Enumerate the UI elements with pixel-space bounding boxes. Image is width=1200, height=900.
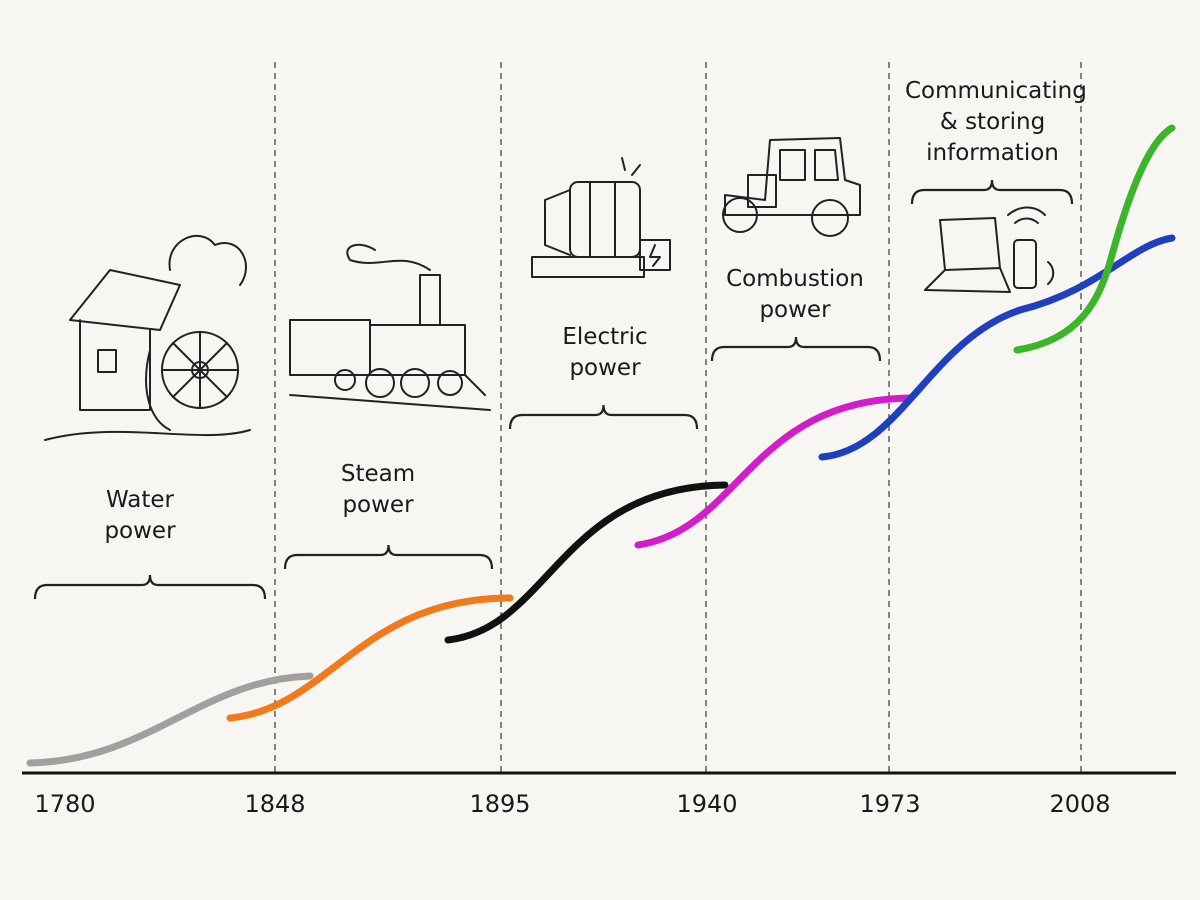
devices-icon — [924, 206, 1055, 293]
era-label: Steam power — [340, 461, 416, 518]
generator-icon — [531, 157, 671, 278]
car-icon — [722, 137, 861, 237]
year-label: 1940 — [676, 790, 738, 818]
year-label: 1848 — [244, 790, 306, 818]
era-label: Water power — [104, 487, 176, 544]
year-label: 2008 — [1049, 790, 1111, 818]
combustion-curve — [634, 394, 914, 549]
braces — [33, 179, 1074, 600]
storage-curve — [1013, 124, 1176, 354]
year-label: 1780 — [34, 790, 96, 818]
year-label: 1895 — [469, 790, 531, 818]
brace — [283, 544, 494, 570]
electric-curve — [444, 481, 729, 644]
era-label: Combustion power — [726, 266, 864, 323]
year-label: 1973 — [859, 790, 921, 818]
era-label: Electric power — [562, 324, 648, 381]
locomotive-icon — [289, 243, 491, 411]
brace — [910, 179, 1074, 205]
brace — [508, 404, 699, 430]
curves — [26, 124, 1176, 767]
brace — [33, 574, 267, 600]
era-label: Communicating & storing information — [905, 78, 1087, 166]
brace — [710, 336, 882, 362]
watermill-icon — [44, 234, 251, 441]
information-curve — [818, 234, 1176, 461]
steam-curve — [226, 594, 514, 722]
water-curve — [26, 672, 314, 767]
